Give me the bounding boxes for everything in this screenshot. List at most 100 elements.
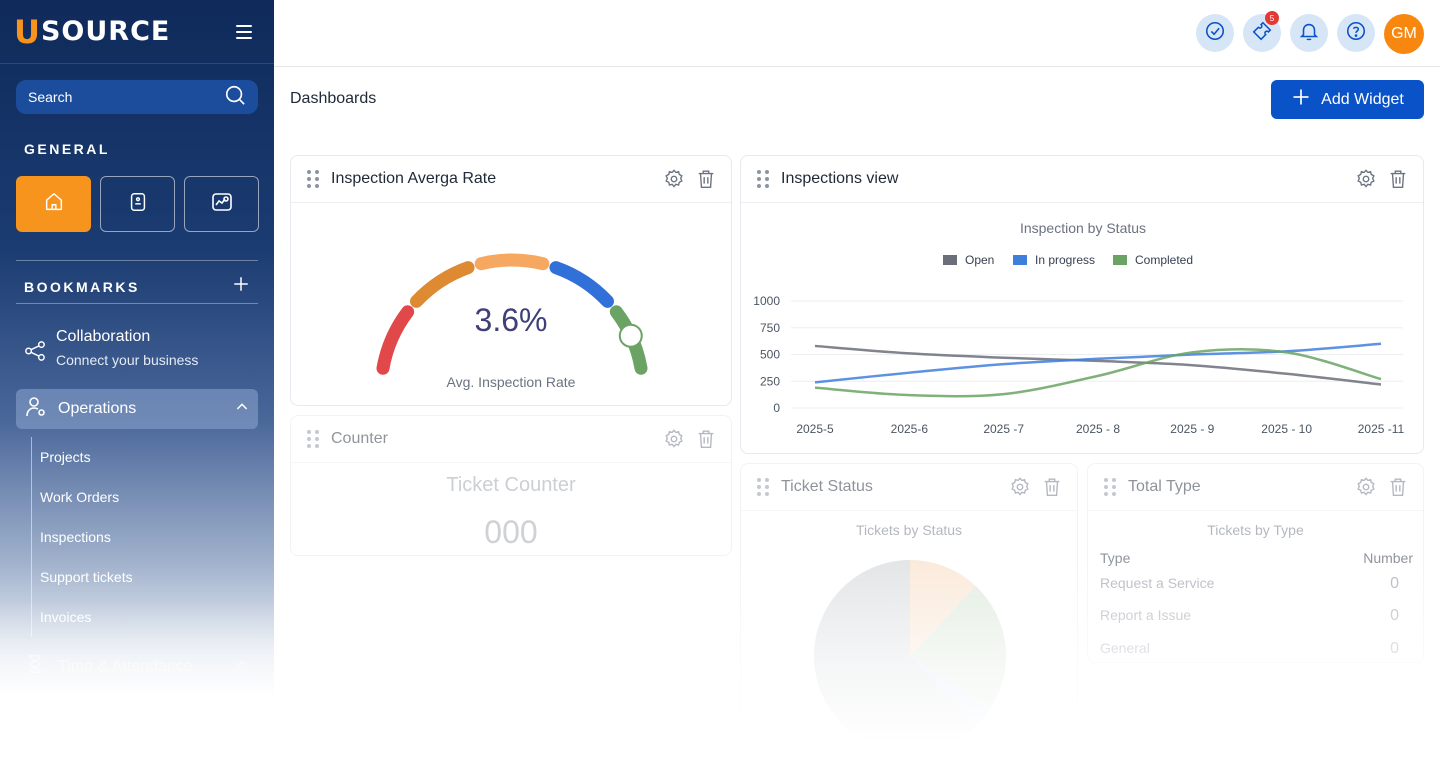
logo[interactable]: U SOURCE: [14, 16, 170, 48]
table-header: Type Number: [1100, 550, 1413, 566]
y-tick-label: 750: [760, 321, 780, 335]
line-chart: Inspection by Status Open In progress Compl…: [753, 220, 1404, 436]
drag-handle-icon[interactable]: [307, 430, 319, 448]
legend-swatch: [1013, 255, 1027, 265]
notification-count-badge: 5: [1265, 11, 1279, 25]
search-icon[interactable]: [224, 84, 246, 111]
sidebar-item-work-orders[interactable]: Work Orders: [40, 489, 120, 505]
sidebar-item-invoices[interactable]: Invoices: [40, 609, 92, 625]
x-tick-label: 2025-5: [796, 422, 834, 436]
logo-mark: U: [14, 12, 40, 51]
menu-toggle-icon[interactable]: [236, 24, 252, 39]
messages-button[interactable]: 5: [1243, 11, 1281, 52]
chevron-up-icon[interactable]: [234, 656, 250, 677]
general-section-title: GENERAL: [24, 141, 110, 157]
widget-header: Ticket Status: [741, 464, 1077, 511]
notifications-button[interactable]: [1290, 14, 1328, 52]
trash-icon[interactable]: [1387, 168, 1409, 190]
time-attendance-menu[interactable]: Time & Attendance: [24, 652, 250, 681]
home-button[interactable]: [16, 176, 91, 232]
number-cell: 0: [1390, 607, 1399, 624]
y-tick-label: 1000: [753, 294, 780, 308]
topbar: 5 GM: [274, 0, 1440, 67]
add-widget-button[interactable]: Add Widget: [1271, 80, 1424, 119]
y-tick-label: 0: [773, 401, 780, 415]
check-circle-icon: [1204, 20, 1226, 47]
collaboration-subtitle: Connect your business: [56, 352, 199, 368]
chart-title: Inspection by Status: [1020, 220, 1146, 236]
gear-icon[interactable]: [1355, 476, 1377, 498]
trash-icon[interactable]: [1387, 476, 1409, 498]
gear-icon[interactable]: [1355, 168, 1377, 190]
search-input[interactable]: [28, 89, 224, 105]
chart-title: Tickets by Type: [1207, 522, 1304, 538]
tasks-button[interactable]: [1196, 14, 1234, 52]
sidebar-item-support-tickets[interactable]: Support tickets: [40, 569, 133, 585]
pie-chart: [814, 560, 1006, 742]
trash-icon[interactable]: [695, 428, 717, 450]
share-icon: [24, 340, 46, 367]
gear-icon[interactable]: [663, 168, 685, 190]
legend-label: Completed: [1135, 253, 1193, 267]
avatar[interactable]: GM: [1384, 14, 1424, 54]
x-tick-label: 2025 -7: [983, 422, 1024, 436]
collaboration-item[interactable]: Collaboration Connect your business: [24, 328, 198, 368]
bookmarks-header: BOOKMARKS: [24, 275, 250, 298]
legend-swatch: [943, 255, 957, 265]
sidebar-item-projects[interactable]: Projects: [40, 449, 91, 465]
bookmarks-section-title: BOOKMARKS: [24, 278, 140, 295]
page-title: Dashboards: [290, 90, 377, 107]
column-header-type: Type: [1100, 550, 1131, 566]
ticket-icon: [1251, 20, 1273, 47]
trash-icon[interactable]: [695, 168, 717, 190]
widget-title: Ticket Status: [781, 478, 873, 495]
series-line-completed: [814, 347, 1382, 398]
chevron-up-icon[interactable]: [234, 399, 250, 420]
widget-header: Total Type: [1088, 464, 1423, 511]
y-tick-label: 500: [760, 348, 780, 362]
gauge-pointer: [618, 323, 643, 348]
y-tick-label: 250: [760, 374, 780, 388]
add-bookmark-icon[interactable]: [232, 275, 250, 298]
divider: [16, 303, 258, 304]
home-icon: [43, 191, 65, 218]
x-tick-label: 2025 - 9: [1170, 422, 1214, 436]
widget-header: Inspection Averga Rate: [291, 156, 731, 203]
type-cell: Request a Service: [1100, 575, 1215, 591]
drag-handle-icon[interactable]: [307, 170, 319, 188]
trash-icon[interactable]: [1041, 476, 1063, 498]
logo-bar: U SOURCE: [0, 0, 274, 64]
add-widget-label: Add Widget: [1321, 90, 1404, 108]
topbar-actions: 5 GM: [1196, 11, 1424, 54]
drag-handle-icon[interactable]: [757, 170, 769, 188]
sidebar: U SOURCE GENERAL: [0, 0, 274, 768]
drag-handle-icon[interactable]: [1104, 478, 1116, 496]
type-cell: General: [1100, 640, 1150, 656]
chart-title: Tickets by Status: [855, 522, 963, 538]
gauge-widget: Inspection Averga Rate 3.6% Avg. Inspect…: [290, 155, 732, 406]
widget-title: Inspections view: [781, 170, 899, 187]
analytics-button[interactable]: [184, 176, 259, 232]
type-cell: Report a Issue: [1100, 607, 1192, 623]
logo-text: SOURCE: [40, 16, 171, 47]
ticket-status-widget: Ticket Status Tickets by Status: [740, 463, 1078, 743]
question-icon: [1345, 20, 1367, 47]
widget-header: Counter: [291, 416, 731, 463]
widget-title: Counter: [331, 430, 388, 447]
sidebar-item-inspections[interactable]: Inspections: [40, 529, 111, 545]
drag-handle-icon[interactable]: [757, 478, 769, 496]
operations-label: Operations: [58, 400, 137, 417]
operations-menu[interactable]: Operations: [16, 389, 258, 429]
gauge-chart: [376, 253, 648, 375]
clipboard-icon: [127, 191, 149, 218]
gear-icon[interactable]: [663, 428, 685, 450]
bell-icon: [1298, 20, 1320, 47]
help-button[interactable]: [1337, 14, 1375, 52]
gear-icon[interactable]: [1009, 476, 1031, 498]
series-line-open: [814, 344, 1382, 386]
inspections-view-widget: Inspections view Inspection by Status Ope…: [740, 155, 1424, 454]
gauge-label: Avg. Inspection Rate: [446, 374, 576, 390]
clipboard-button[interactable]: [100, 176, 175, 232]
gauge-segment: [376, 305, 415, 375]
